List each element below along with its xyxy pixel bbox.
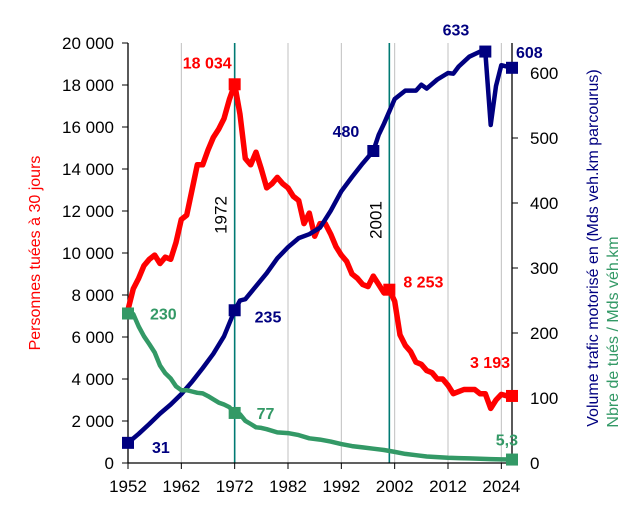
y-tick-label-left: 18 000 bbox=[62, 76, 114, 95]
x-tick-label: 2002 bbox=[376, 477, 414, 496]
y-axis-title-right-rate: Nbre de tués / Mds véh.km bbox=[605, 236, 622, 427]
y-tick-label-left: 16 000 bbox=[62, 118, 114, 137]
y-tick-label-right: 600 bbox=[530, 64, 558, 83]
series-line-rate bbox=[125, 311, 515, 462]
data-label-traffic: 633 bbox=[443, 23, 470, 40]
data-marker-killed bbox=[506, 389, 518, 402]
y-tick-label-right: 400 bbox=[530, 194, 558, 213]
y-axis-title-left: Personnes tuées à 30 jours bbox=[27, 156, 44, 351]
data-label-traffic: 480 bbox=[333, 124, 360, 141]
data-labels: 18 034 8 253 3 193 31 235 480 633 608 230 77 5,3 bbox=[122, 23, 543, 466]
data-marker-rate bbox=[228, 406, 241, 419]
y-tick-label-left: 12 000 bbox=[62, 202, 114, 221]
data-marker-killed bbox=[383, 283, 396, 296]
data-marker-traffic bbox=[506, 61, 518, 74]
y-tick-label-left: 6 000 bbox=[71, 328, 114, 347]
x-tick-label: 1992 bbox=[322, 477, 360, 496]
y-tick-label-left: 8 000 bbox=[71, 286, 114, 305]
data-marker-traffic bbox=[367, 145, 380, 157]
y-tick-label-left: 14 000 bbox=[62, 160, 114, 179]
y-axis-title-right-traffic: Volume trafic motorisé en (Mds veh.km pa… bbox=[585, 69, 602, 426]
axes: 0 2 000 4 000 6 000 8 000 10 000 12 000 14 000 1… bbox=[62, 34, 558, 496]
data-marker-rate bbox=[506, 453, 518, 466]
data-label-killed: 8 253 bbox=[403, 275, 443, 292]
y-tick-label-right: 200 bbox=[530, 324, 558, 343]
y-tick-label-right: 500 bbox=[530, 129, 558, 148]
series-line-killed bbox=[125, 81, 515, 412]
x-tick-label: 1982 bbox=[269, 477, 307, 496]
data-label-traffic: 235 bbox=[255, 309, 282, 326]
y-tick-label-left: 20 000 bbox=[62, 34, 114, 53]
x-tick-label: 2024 bbox=[482, 477, 520, 496]
y-tick-label-left: 2 000 bbox=[71, 412, 114, 431]
x-tick-label: 1972 bbox=[216, 477, 254, 496]
y-tick-label-left: 0 bbox=[105, 454, 114, 473]
y-tick-label-right: 300 bbox=[530, 259, 558, 278]
marker-label-2001: 2001 bbox=[366, 201, 385, 239]
data-label-rate: 5,3 bbox=[496, 433, 518, 450]
data-label-traffic: 31 bbox=[152, 440, 170, 457]
x-tick-label: 1962 bbox=[162, 477, 200, 496]
data-marker-traffic bbox=[479, 45, 492, 58]
series-line-traffic bbox=[125, 49, 515, 446]
data-label-traffic: 608 bbox=[516, 45, 543, 62]
data-marker-traffic bbox=[122, 436, 134, 449]
data-label-killed: 3 193 bbox=[470, 355, 510, 372]
data-marker-traffic bbox=[228, 304, 241, 317]
x-tick-label: 2012 bbox=[429, 477, 467, 496]
data-label-killed: 18 034 bbox=[183, 55, 232, 72]
data-label-rate: 77 bbox=[257, 406, 275, 423]
data-marker-killed bbox=[228, 78, 241, 91]
marker-label-1972: 1972 bbox=[212, 196, 231, 234]
series-lines bbox=[125, 49, 515, 462]
data-marker-rate bbox=[122, 307, 134, 320]
y-tick-label-left: 10 000 bbox=[62, 244, 114, 263]
y-tick-label-right: 0 bbox=[530, 454, 539, 473]
data-label-rate: 230 bbox=[150, 307, 177, 324]
y-tick-label-right: 100 bbox=[530, 389, 558, 408]
y-tick-label-left: 4 000 bbox=[71, 370, 114, 389]
x-tick-label: 1952 bbox=[109, 477, 147, 496]
